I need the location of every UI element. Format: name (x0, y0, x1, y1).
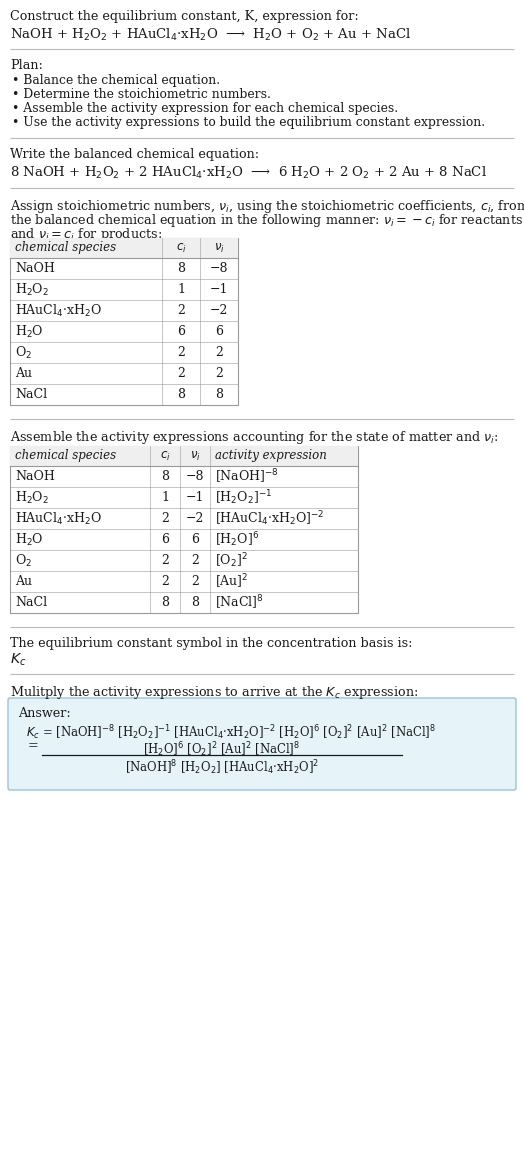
Text: Answer:: Answer: (18, 707, 71, 720)
Text: 1: 1 (177, 283, 185, 297)
Text: • Assemble the activity expression for each chemical species.: • Assemble the activity expression for e… (12, 102, 398, 115)
Text: 8 NaOH + H$_2$O$_2$ + 2 HAuCl$_4$·xH$_2$O  ⟶  6 H$_2$O + 2 O$_2$ + 2 Au + 8 NaCl: 8 NaOH + H$_2$O$_2$ + 2 HAuCl$_4$·xH$_2$… (10, 165, 487, 181)
Text: • Determine the stoichiometric numbers.: • Determine the stoichiometric numbers. (12, 88, 271, 101)
Text: [NaOH]$^{-8}$: [NaOH]$^{-8}$ (215, 468, 279, 486)
Text: =: = (28, 740, 39, 752)
Text: 2: 2 (161, 575, 169, 588)
Text: [Au]$^2$: [Au]$^2$ (215, 572, 248, 591)
Text: H$_2$O: H$_2$O (15, 531, 43, 548)
Bar (10, 445, 358, 466)
Text: −8: −8 (185, 470, 204, 483)
Text: [NaOH]$^8$ [H$_2$O$_2$] [HAuCl$_4$·xH$_2$O]$^2$: [NaOH]$^8$ [H$_2$O$_2$] [HAuCl$_4$·xH$_2… (125, 758, 319, 777)
Text: Assemble the activity expressions accounting for the state of matter and $\nu_i$: Assemble the activity expressions accoun… (10, 429, 499, 445)
Text: O$_2$: O$_2$ (15, 344, 32, 361)
Text: H$_2$O$_2$: H$_2$O$_2$ (15, 490, 49, 506)
Text: $\nu_i$: $\nu_i$ (190, 449, 200, 463)
Text: NaCl: NaCl (15, 595, 47, 609)
Text: [H$_2$O]$^6$: [H$_2$O]$^6$ (215, 530, 259, 549)
Text: 6: 6 (177, 324, 185, 338)
Text: 2: 2 (161, 512, 169, 525)
Text: 8: 8 (161, 470, 169, 483)
Text: Mulitply the activity expressions to arrive at the $K_c$ expression:: Mulitply the activity expressions to arr… (10, 684, 418, 701)
Text: 8: 8 (177, 262, 185, 274)
Text: 2: 2 (191, 554, 199, 568)
Text: chemical species: chemical species (15, 242, 116, 255)
Text: 2: 2 (161, 554, 169, 568)
Text: 6: 6 (215, 324, 223, 338)
Text: 8: 8 (177, 388, 185, 401)
Text: • Balance the chemical equation.: • Balance the chemical equation. (12, 74, 220, 87)
Text: $c_i$: $c_i$ (176, 242, 187, 255)
Text: −8: −8 (210, 262, 228, 274)
Text: −1: −1 (185, 491, 204, 504)
Text: NaOH: NaOH (15, 262, 55, 274)
Text: NaOH + H$_2$O$_2$ + HAuCl$_4$·xH$_2$O  ⟶  H$_2$O + O$_2$ + Au + NaCl: NaOH + H$_2$O$_2$ + HAuCl$_4$·xH$_2$O ⟶ … (10, 27, 411, 43)
Bar (10, 238, 238, 258)
Text: O$_2$: O$_2$ (15, 552, 32, 569)
Text: −2: −2 (210, 304, 228, 317)
Bar (10, 238, 238, 405)
Text: HAuCl$_4$·xH$_2$O: HAuCl$_4$·xH$_2$O (15, 511, 102, 527)
Text: −1: −1 (210, 283, 228, 297)
Text: [NaCl]$^8$: [NaCl]$^8$ (215, 593, 264, 612)
Text: H$_2$O: H$_2$O (15, 323, 43, 340)
Text: 6: 6 (191, 533, 199, 545)
Text: $c_i$: $c_i$ (160, 449, 170, 463)
Text: • Use the activity expressions to build the equilibrium constant expression.: • Use the activity expressions to build … (12, 116, 485, 129)
Text: 2: 2 (177, 368, 185, 380)
Text: Write the balanced chemical equation:: Write the balanced chemical equation: (10, 148, 259, 160)
Text: 2: 2 (191, 575, 199, 588)
Text: NaOH: NaOH (15, 470, 55, 483)
Text: $\nu_i$: $\nu_i$ (214, 242, 224, 255)
Text: 2: 2 (215, 368, 223, 380)
Text: Plan:: Plan: (10, 59, 43, 72)
Text: and $\nu_i = c_i$ for products:: and $\nu_i = c_i$ for products: (10, 226, 162, 243)
Text: 2: 2 (177, 347, 185, 359)
Text: the balanced chemical equation in the following manner: $\nu_i = -c_i$ for react: the balanced chemical equation in the fo… (10, 212, 523, 229)
Text: 8: 8 (191, 595, 199, 609)
Text: Assign stoichiometric numbers, $\nu_i$, using the stoichiometric coefficients, $: Assign stoichiometric numbers, $\nu_i$, … (10, 198, 524, 215)
Text: The equilibrium constant symbol in the concentration basis is:: The equilibrium constant symbol in the c… (10, 637, 412, 650)
Text: 2: 2 (215, 347, 223, 359)
Text: Au: Au (15, 575, 32, 588)
Text: HAuCl$_4$·xH$_2$O: HAuCl$_4$·xH$_2$O (15, 302, 102, 319)
Text: H$_2$O$_2$: H$_2$O$_2$ (15, 281, 49, 298)
Text: Construct the equilibrium constant, K, expression for:: Construct the equilibrium constant, K, e… (10, 10, 359, 23)
Text: 8: 8 (215, 388, 223, 401)
Text: $K_c$: $K_c$ (10, 652, 27, 669)
Text: $K_c$ = [NaOH]$^{-8}$ [H$_2$O$_2$]$^{-1}$ [HAuCl$_4$·xH$_2$O]$^{-2}$ [H$_2$O]$^6: $K_c$ = [NaOH]$^{-8}$ [H$_2$O$_2$]$^{-1}… (26, 723, 436, 742)
Text: [O$_2$]$^2$: [O$_2$]$^2$ (215, 551, 248, 570)
Text: [HAuCl$_4$·xH$_2$O]$^{-2}$: [HAuCl$_4$·xH$_2$O]$^{-2}$ (215, 509, 324, 528)
Text: [H$_2$O$_2$]$^{-1}$: [H$_2$O$_2$]$^{-1}$ (215, 488, 272, 507)
Text: [H$_2$O]$^6$ [O$_2$]$^2$ [Au]$^2$ [NaCl]$^8$: [H$_2$O]$^6$ [O$_2$]$^2$ [Au]$^2$ [NaCl]… (144, 740, 301, 758)
Text: 2: 2 (177, 304, 185, 317)
Text: 8: 8 (161, 595, 169, 609)
Text: Au: Au (15, 368, 32, 380)
Text: 1: 1 (161, 491, 169, 504)
FancyBboxPatch shape (8, 698, 516, 790)
Text: chemical species: chemical species (15, 450, 116, 463)
Text: activity expression: activity expression (215, 450, 327, 463)
Bar (10, 445, 358, 613)
Text: 6: 6 (161, 533, 169, 545)
Text: −2: −2 (186, 512, 204, 525)
Text: NaCl: NaCl (15, 388, 47, 401)
